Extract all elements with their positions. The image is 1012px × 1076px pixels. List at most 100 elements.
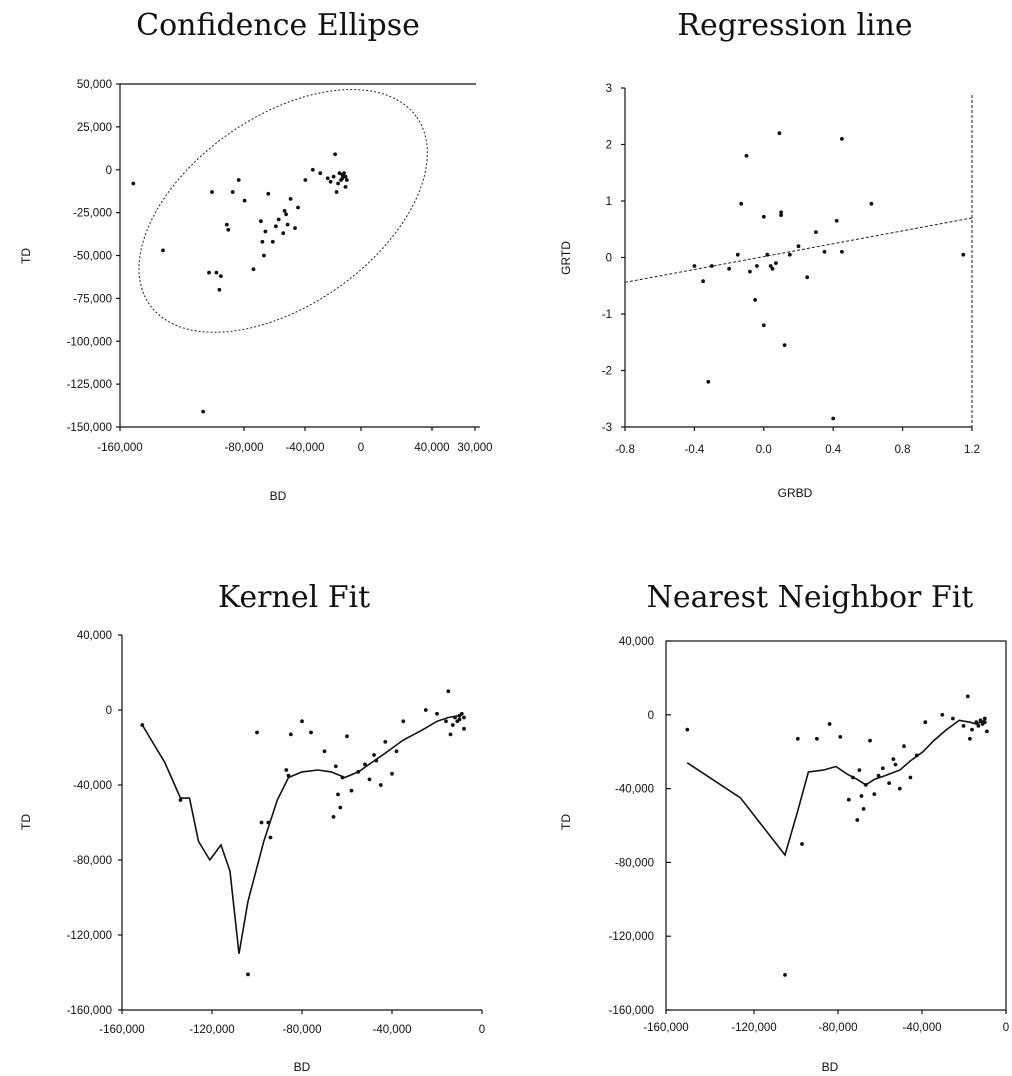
regression-line	[624, 217, 973, 283]
x-tick-label: -120,000	[731, 1022, 776, 1034]
y-tick-label: -2	[602, 366, 612, 378]
x-tick-label: 0	[1003, 1022, 1009, 1034]
data-point	[259, 219, 263, 224]
data-point	[242, 198, 247, 203]
data-point	[831, 416, 836, 421]
data-point	[768, 264, 773, 268]
y-tick-label: -150,000	[67, 422, 112, 434]
data-point	[868, 738, 872, 743]
y-tick-label: 0	[106, 705, 112, 717]
plot-frame	[665, 640, 1007, 1011]
y-tick-label: 25,000	[77, 122, 112, 134]
x-tick-label: -160,000	[99, 1024, 144, 1036]
data-point	[453, 715, 457, 720]
data-point	[372, 753, 376, 757]
data-point	[383, 740, 388, 744]
data-point	[863, 783, 868, 787]
x-tick-label: -120,000	[189, 1024, 234, 1036]
y-tick-label: -1	[602, 309, 612, 321]
data-point	[285, 222, 290, 227]
data-point	[753, 298, 757, 302]
y-tick-label: -125,000	[67, 379, 112, 391]
data-point	[309, 730, 313, 735]
y-tick-labels: 50,000 25,000 0 -25,000 -50,000 -75,000 -100,0…	[67, 79, 120, 434]
x-tick-label: -40,000	[285, 442, 324, 454]
data-point	[846, 797, 851, 802]
x-tick-label: -80,000	[282, 1024, 321, 1036]
data-point	[423, 708, 428, 712]
data-point	[450, 723, 455, 727]
x-tick-labels: -160,000 -120,000 -80,000 -40,000 0	[643, 1010, 1009, 1034]
data-point	[859, 794, 864, 798]
x-axis-label: GRBD	[778, 486, 813, 500]
data-point	[857, 768, 862, 772]
data-point	[131, 181, 136, 186]
data-point	[692, 264, 697, 268]
data-point	[880, 766, 885, 771]
x-tick-label: 0.8	[895, 444, 911, 456]
data-point	[815, 736, 819, 741]
data-point	[282, 209, 287, 213]
x-tick-labels: -160,000 -80,000 -40,000 0 40,000 30,000	[97, 427, 493, 454]
data-point	[982, 716, 987, 721]
data-point	[748, 269, 752, 274]
data-point	[401, 719, 406, 724]
data-point	[834, 218, 839, 223]
chart-title: Nearest Neighbor Fit	[647, 580, 974, 615]
data-point	[322, 749, 327, 754]
panel-confidence-ellipse: Confidence Ellipse TD BD 50,000 25,000 0 -2…	[19, 8, 493, 503]
data-point	[970, 727, 974, 732]
data-point	[855, 818, 860, 822]
data-point	[923, 720, 928, 725]
data-point	[774, 261, 778, 265]
data-point	[345, 178, 349, 182]
data-point	[374, 758, 379, 763]
data-point	[974, 720, 979, 725]
data-point	[744, 153, 749, 158]
data-point	[217, 287, 222, 292]
data-point	[263, 229, 268, 234]
y-axis-label: TD	[559, 814, 573, 830]
x-tick-label: -40,000	[902, 1022, 941, 1034]
data-point	[390, 771, 394, 776]
data-point	[318, 171, 323, 176]
y-tick-label: -40,000	[73, 780, 112, 792]
x-tick-label: -0.8	[615, 444, 635, 456]
data-point	[869, 201, 874, 206]
data-point	[787, 252, 792, 257]
data-point	[333, 152, 337, 157]
y-axis-label: TD	[19, 814, 33, 830]
data-point	[340, 775, 345, 780]
data-point	[893, 762, 898, 767]
x-tick-label: -160,000	[643, 1022, 688, 1034]
panel-kernel-fit: Kernel Fit TD BD 40,0000-40,000-80,000-1…	[19, 580, 485, 1074]
x-tick-label: 0	[479, 1024, 485, 1036]
scatter-points	[685, 694, 989, 977]
data-point	[328, 179, 333, 184]
data-point	[224, 222, 229, 227]
data-point	[727, 266, 731, 271]
data-point	[331, 815, 336, 819]
data-point	[446, 689, 451, 694]
data-point	[207, 270, 211, 275]
data-point	[444, 719, 448, 724]
data-point	[340, 176, 345, 181]
panel-regression-line: Regression line GRTD GRBD 3 2 1 0 -1 -2 -3 -0.…	[559, 8, 980, 500]
scatter-points	[692, 131, 966, 421]
x-axis-label: BD	[822, 1060, 839, 1074]
data-point	[394, 749, 399, 754]
data-point	[976, 724, 981, 728]
y-tick-label: -25,000	[73, 208, 112, 220]
data-point	[140, 723, 145, 727]
data-point	[779, 210, 783, 215]
data-point	[378, 783, 383, 787]
data-point	[310, 167, 315, 172]
data-point	[897, 786, 902, 791]
chart-title: Kernel Fit	[218, 580, 370, 615]
y-tick-label: -80,000	[73, 855, 112, 867]
data-point	[284, 212, 288, 217]
data-point	[805, 275, 810, 280]
data-point	[462, 726, 466, 731]
data-point	[777, 131, 782, 136]
data-point	[251, 267, 256, 272]
